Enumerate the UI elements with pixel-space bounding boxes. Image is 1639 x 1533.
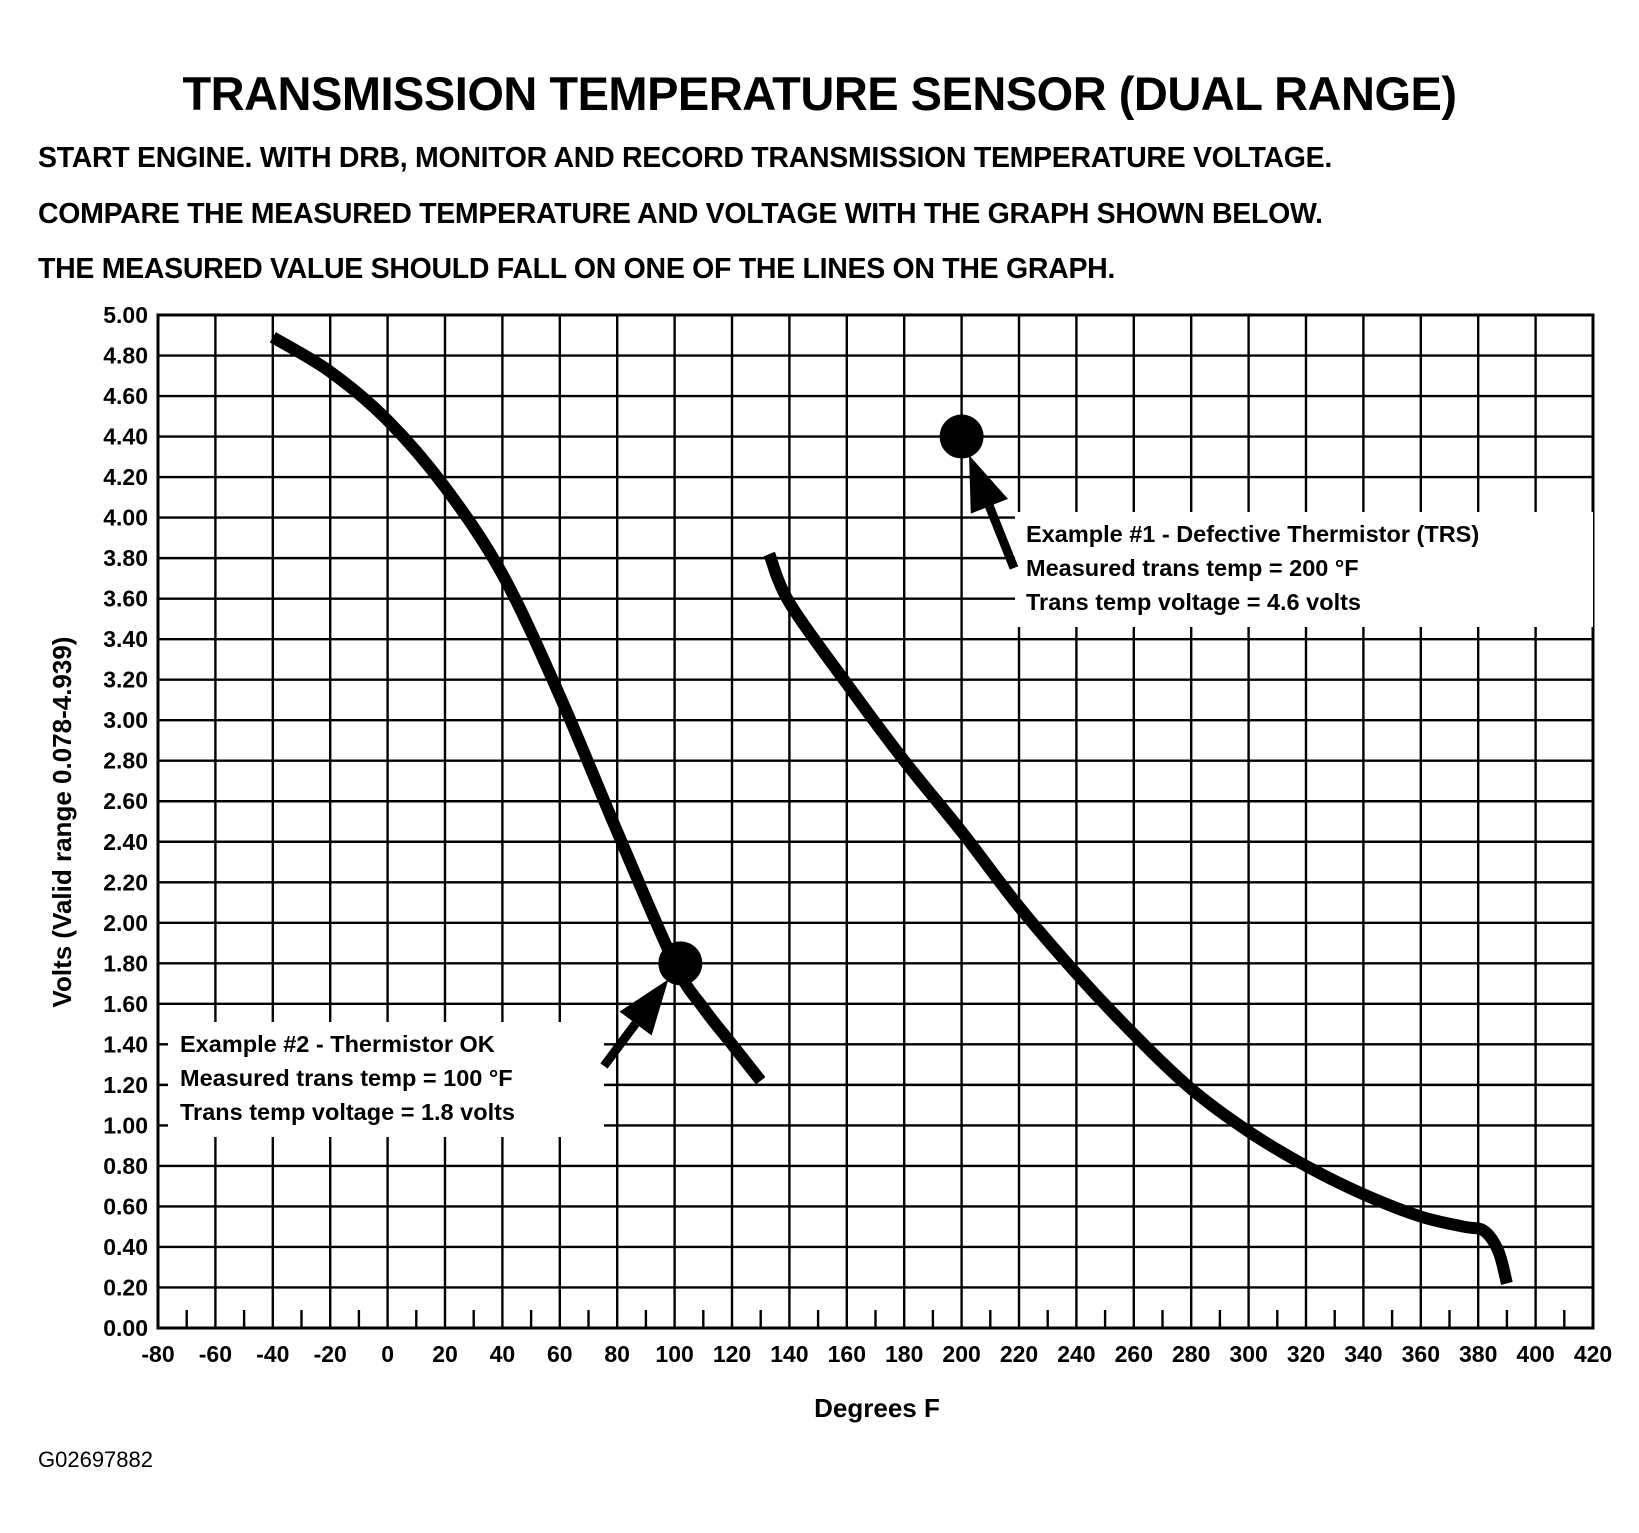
curves (269, 332, 1513, 1285)
x-tick-label: 80 (604, 1341, 630, 1367)
y-tick-label: 3.20 (103, 667, 148, 693)
y-tick-label: 3.00 (103, 707, 148, 733)
chart: Example #1 - Defective Thermistor (TRS) M… (47, 302, 1612, 1423)
y-tick-label: 0.80 (103, 1153, 148, 1179)
y-tick-label: 1.60 (103, 991, 148, 1017)
x-tick-label: 220 (1000, 1341, 1038, 1367)
y-tick-label: 4.20 (103, 464, 148, 490)
x-tick-label: 0 (381, 1341, 394, 1367)
y-tick-label: 1.20 (103, 1072, 148, 1098)
example-2-point (658, 941, 703, 986)
x-tick-label: 420 (1574, 1341, 1612, 1367)
example-2-arrow-shaft (600, 1020, 640, 1069)
y-tick-label: 0.60 (103, 1193, 148, 1219)
y-tick-label: 2.20 (103, 869, 148, 895)
y-tick-label: 4.80 (103, 343, 148, 369)
y-tick-label: 4.60 (103, 383, 148, 409)
x-tick-label: 400 (1516, 1341, 1554, 1367)
tick-labels: -80 -60 -40 -20 0 20 40 60 80 100 120 140 160 180 200 2… (103, 302, 1612, 1367)
chart-title: TRANSMISSION TEMPERATURE SENSOR (DUAL RA… (182, 67, 1457, 120)
y-tick-label: 0.20 (103, 1274, 148, 1300)
example-2-text-line: Measured trans temp = 100 °F (180, 1065, 513, 1091)
x-tick-label: 260 (1115, 1341, 1153, 1367)
x-tick-label: -80 (141, 1341, 174, 1367)
example-1-text-line: Measured trans temp = 200 °F (1026, 555, 1359, 581)
x-tick-label: -60 (199, 1341, 232, 1367)
x-tick-label: 140 (770, 1341, 808, 1367)
example-2-text-line: Example #2 - Thermistor OK (180, 1031, 495, 1057)
instruction-line-3: THE MEASURED VALUE SHOULD FALL ON ONE OF… (38, 253, 1116, 285)
y-tick-label: 2.80 (103, 748, 148, 774)
x-tick-label: 20 (432, 1341, 458, 1367)
y-tick-label: 5.00 (103, 302, 148, 328)
example-2-callout-box (168, 1022, 604, 1137)
x-axis-label: Degrees F (814, 1393, 940, 1423)
example-2-text-line: Trans temp voltage = 1.8 volts (180, 1099, 515, 1125)
x-tick-label: 300 (1229, 1341, 1267, 1367)
x-tick-label: -20 (314, 1341, 347, 1367)
x-tick-label: 120 (713, 1341, 751, 1367)
instruction-line-2: COMPARE THE MEASURED TEMPERATURE AND VOL… (38, 198, 1323, 230)
y-tick-label: 0.00 (103, 1315, 148, 1341)
y-tick-label: 0.40 (103, 1234, 148, 1260)
y-axis-label: Volts (Valid range 0.078-4.939) (47, 637, 77, 1008)
x-tick-label: 160 (828, 1341, 866, 1367)
figure-id: G02697882 (38, 1447, 153, 1472)
example-1-text-line: Example #1 - Defective Thermistor (TRS) (1026, 521, 1479, 547)
x-tick-label: 320 (1287, 1341, 1325, 1367)
y-tick-label: 4.00 (103, 505, 148, 531)
x-tick-label: 360 (1402, 1341, 1440, 1367)
annotations: Example #1 - Defective Thermistor (TRS) M… (168, 414, 1593, 1137)
plot-frame (156, 313, 1595, 1330)
x-tick-label: 280 (1172, 1341, 1210, 1367)
y-tick-label: 2.60 (103, 788, 148, 814)
y-tick-label: 1.40 (103, 1031, 148, 1057)
example-1-point (939, 414, 984, 459)
series-line-2 (763, 551, 1513, 1285)
series-line-1 (269, 332, 766, 1085)
x-tick-label: 100 (655, 1341, 693, 1367)
example-1-arrow-shaft (985, 504, 1019, 570)
instruction-line-1: START ENGINE. WITH DRB, MONITOR AND RECO… (38, 142, 1333, 174)
x-tick-label: 380 (1459, 1341, 1497, 1367)
y-tick-label: 2.40 (103, 829, 148, 855)
y-tick-label: 3.40 (103, 626, 148, 652)
x-tick-label: 240 (1057, 1341, 1095, 1367)
x-tick-label: 200 (942, 1341, 980, 1367)
y-tick-label: 3.80 (103, 545, 148, 571)
example-1-arrow-head (969, 455, 1008, 514)
x-tick-label: 40 (490, 1341, 516, 1367)
y-tick-label: 1.00 (103, 1112, 148, 1138)
y-tick-label: 3.60 (103, 586, 148, 612)
x-tick-label: 60 (547, 1341, 573, 1367)
example-2-arrow-head (619, 979, 669, 1036)
x-tick-label: -40 (256, 1341, 289, 1367)
example-1-callout-box (1015, 512, 1593, 627)
y-tick-label: 2.00 (103, 910, 148, 936)
x-tick-label: 340 (1344, 1341, 1382, 1367)
example-1-text-line: Trans temp voltage = 4.6 volts (1026, 589, 1361, 615)
y-tick-label: 4.40 (103, 424, 148, 450)
x-tick-label: 180 (885, 1341, 923, 1367)
grid (156, 313, 1595, 1330)
y-tick-label: 1.80 (103, 950, 148, 976)
